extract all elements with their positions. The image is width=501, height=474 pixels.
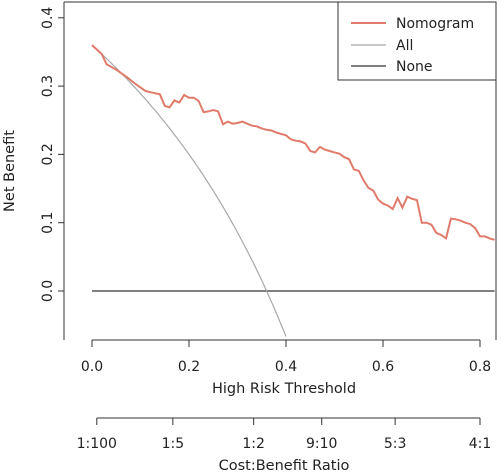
- y-tick-label: 0.0: [40, 280, 56, 302]
- y-tick-label: 0.4: [40, 7, 56, 29]
- legend-box: [337, 1, 497, 81]
- x-axis-label: High Risk Threshold: [212, 381, 356, 397]
- x-tick-label: 0.8: [469, 359, 491, 375]
- cost-benefit-tick-label: 1:5: [162, 436, 185, 452]
- x-tick-label: 0.4: [275, 359, 297, 375]
- cost-benefit-axis: 1:100 1:5 1:2 9:10 5:3 4:1: [77, 417, 492, 452]
- x-tick-label: 0.2: [178, 359, 200, 375]
- x-axis: 0.0 0.2 0.4 0.6 0.8: [81, 339, 491, 375]
- cost-benefit-tick-label: 9:10: [306, 436, 337, 452]
- y-tick-label: 0.2: [40, 143, 56, 165]
- y-axis-label: Net Benefit: [2, 130, 18, 212]
- legend: Nomogram All None: [337, 1, 497, 81]
- legend-label-all: All: [396, 38, 413, 54]
- cost-benefit-axis-label: Cost:Benefit Ratio: [219, 458, 350, 474]
- legend-label-nomogram: Nomogram: [396, 16, 474, 32]
- series-nomogram-line: [91, 44, 495, 241]
- y-tick-label: 0.3: [40, 75, 56, 97]
- y-axis-ticks: 0.0 0.1 0.2 0.3 0.4: [40, 7, 64, 302]
- legend-label-none: None: [396, 59, 433, 75]
- series-all-line: [91, 44, 287, 337]
- cost-benefit-tick-label: 1:2: [242, 436, 265, 452]
- cost-benefit-tick-label: 1:100: [77, 436, 117, 452]
- y-tick-label: 0.1: [40, 212, 56, 234]
- cost-benefit-tick-label: 4:1: [469, 436, 492, 452]
- x-tick-label: 0.6: [372, 359, 394, 375]
- cost-benefit-tick-label: 5:3: [384, 436, 407, 452]
- x-tick-label: 0.0: [81, 359, 103, 375]
